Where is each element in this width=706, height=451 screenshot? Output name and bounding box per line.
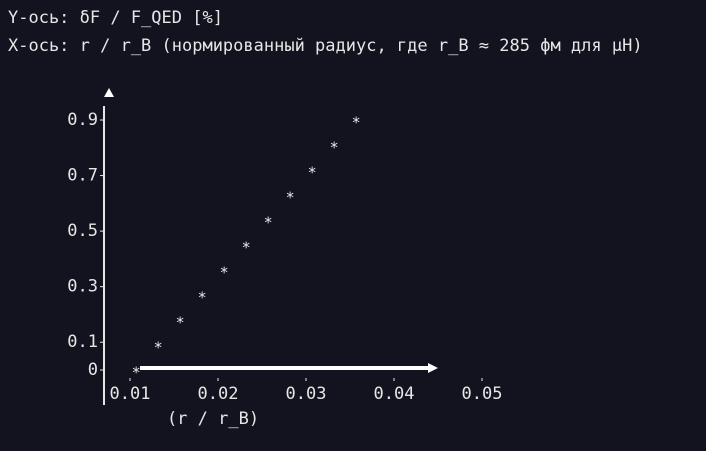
chart-subtitle: X-ось: r / r_B (нормированный радиус, гд… [8,36,643,56]
x-tick-label: 0.01 [110,384,151,404]
point: * [154,339,163,357]
point: * [198,289,207,307]
point: * [264,214,273,232]
point: * [352,114,361,132]
point: * [286,189,295,207]
x-axis-label: (r / r_B) [167,409,259,429]
y-tick-label: 0.1 [67,332,98,352]
y-tick-label: 0.3 [67,277,98,297]
x-tick-label: 0.04 [374,384,415,404]
y-tick-label: 0 [88,360,98,380]
chart-title: Y-ось: δF / F_QED [%] [8,8,223,28]
point: * [308,164,317,182]
x-tick-label: 0.03 [286,384,327,404]
x-axis-arrow [428,363,438,373]
point: * [220,264,229,282]
x-tick-label: 0.02 [198,384,239,404]
point: * [242,239,251,257]
y-tick-label: 0.5 [67,221,98,241]
point: * [132,364,141,382]
x-tick-label: 0.05 [462,384,503,404]
point: * [330,139,339,157]
y-axis-arrow [104,88,114,97]
point: * [176,314,185,332]
y-tick-label: 0.7 [67,166,98,186]
y-tick-label: 0.9 [67,110,98,130]
